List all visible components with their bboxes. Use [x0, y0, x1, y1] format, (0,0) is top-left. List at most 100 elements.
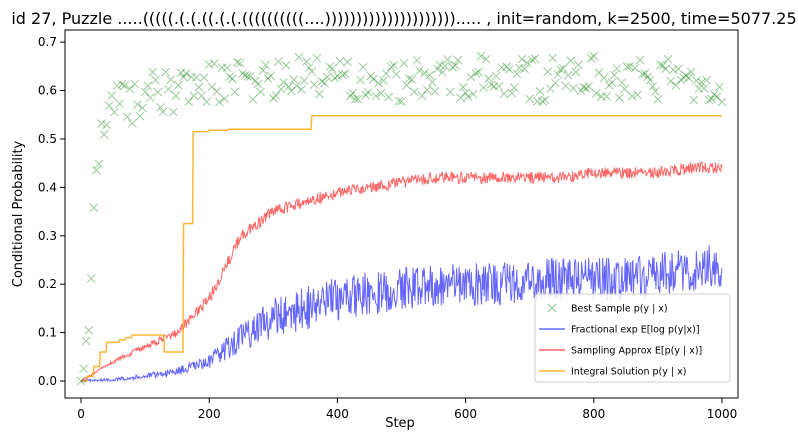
scatter-point	[640, 69, 650, 79]
scatter-point	[76, 376, 86, 386]
scatter-point	[120, 81, 129, 90]
scatter-point	[443, 55, 453, 64]
scatter-point	[166, 75, 176, 84]
series-line-3	[81, 114, 722, 382]
scatter-point	[645, 75, 655, 85]
scatter-point	[433, 64, 442, 74]
scatter-point	[535, 87, 545, 96]
scatter-point	[597, 92, 606, 102]
scatter-point	[456, 93, 465, 103]
scatter-point	[284, 82, 294, 91]
scatter-point	[471, 68, 481, 78]
scatter-point	[302, 57, 311, 66]
scatter-point	[315, 89, 324, 99]
scatter-point	[591, 88, 601, 98]
scatter-point	[304, 63, 314, 72]
scatter-point	[307, 67, 317, 76]
scatter-point	[125, 84, 135, 94]
x-tick-label: 600	[454, 407, 477, 421]
scatter-point	[140, 87, 150, 97]
y-tick-label: 0.5	[38, 132, 57, 146]
scatter-point	[381, 69, 391, 78]
scatter-point	[425, 70, 435, 80]
scatter-point	[515, 63, 524, 73]
scatter-point	[586, 54, 596, 63]
scatter-point	[502, 62, 511, 72]
scatter-point	[625, 62, 635, 71]
scatter-point	[466, 72, 476, 82]
scatter-point	[553, 70, 563, 79]
scatter-point	[699, 84, 709, 94]
scatter-point	[558, 64, 568, 73]
scatter-point	[230, 87, 240, 97]
x-tick-label: 400	[326, 407, 349, 421]
scatter-point	[79, 364, 88, 374]
scatter-point	[604, 80, 614, 90]
scatter-point	[340, 69, 350, 79]
scatter-point	[235, 58, 245, 68]
scatter-point	[681, 71, 691, 80]
scatter-point	[440, 61, 450, 71]
scatter-point	[563, 70, 573, 80]
scatter-point	[686, 67, 696, 77]
scatter-point	[89, 203, 99, 213]
legend: Best Sample p(y | x) Fractional exp E[log…	[534, 293, 731, 383]
scatter-point	[361, 90, 370, 100]
y-axis-ticks: 0.0 0.1 0.2 0.3 0.4 0.5 0.6 0.7	[38, 35, 65, 388]
scatter-point	[481, 54, 491, 64]
scatter-point	[353, 94, 363, 104]
scatter-point	[612, 64, 622, 73]
scatter-point	[107, 91, 117, 100]
scatter-point	[327, 64, 337, 74]
scatter-point	[261, 60, 270, 70]
scatter-point	[204, 60, 214, 69]
legend-label: Best Sample p(y | x)	[571, 304, 668, 315]
scatter-point	[638, 69, 647, 79]
scatter-point	[409, 87, 419, 97]
scatter-point	[702, 75, 711, 85]
scatter-point	[345, 91, 355, 101]
scatter-point	[704, 95, 714, 105]
scatter-point	[512, 69, 522, 79]
scatter-point	[648, 82, 658, 91]
scatter-point	[412, 56, 422, 65]
scatter-point	[691, 76, 701, 85]
scatter-point	[174, 80, 183, 90]
scatter-point	[263, 74, 273, 83]
scatter-point	[366, 71, 376, 81]
scatter-point	[115, 99, 124, 109]
scatter-point	[368, 74, 378, 84]
scatter-point	[607, 78, 617, 87]
scatter-point	[358, 62, 368, 72]
scatter-point	[222, 63, 232, 73]
scatter-point	[571, 67, 581, 77]
scatter-point	[630, 63, 640, 73]
scatter-point	[81, 336, 91, 346]
scatter-point	[635, 55, 645, 65]
scatter-point	[476, 51, 486, 61]
legend-label: Sampling Approx E[p(y | x)]	[571, 346, 702, 357]
scatter-point	[299, 76, 309, 85]
scatter-point	[253, 79, 263, 89]
scatter-point	[463, 92, 473, 102]
scatter-point	[474, 67, 483, 77]
scatter-point	[189, 91, 199, 101]
scatter-point	[227, 74, 237, 84]
scatter-point	[450, 61, 460, 70]
scatter-point	[438, 67, 447, 77]
scatter-point	[520, 64, 529, 74]
scatter-point	[138, 103, 147, 113]
scatter-point	[435, 60, 445, 70]
scatter-point	[148, 67, 158, 77]
scatter-point	[568, 84, 578, 93]
scatter-point	[156, 102, 165, 112]
scatter-point	[153, 87, 163, 97]
scatter-point	[407, 75, 417, 84]
scatter-point	[689, 95, 699, 105]
scatter-point	[158, 107, 168, 117]
scatter-point	[384, 92, 394, 102]
scatter-point	[209, 59, 219, 69]
scatter-point	[517, 54, 527, 64]
scatter-point	[238, 69, 247, 78]
scatter-point	[127, 119, 137, 128]
